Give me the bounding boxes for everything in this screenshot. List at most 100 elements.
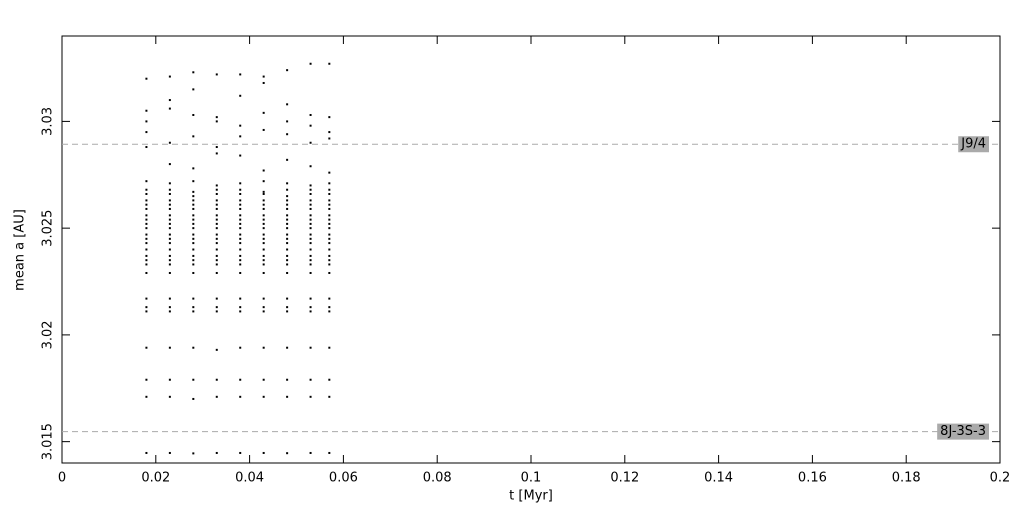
point <box>239 227 242 230</box>
point <box>286 133 289 136</box>
point <box>192 214 195 217</box>
point <box>328 233 331 236</box>
point <box>309 233 312 236</box>
point <box>239 306 242 309</box>
point <box>328 395 331 398</box>
point <box>192 195 195 198</box>
point <box>145 146 148 149</box>
point <box>192 167 195 170</box>
x-tick-label: 0.04 <box>235 471 264 486</box>
point <box>309 141 312 144</box>
point <box>328 346 331 349</box>
point <box>309 248 312 251</box>
point <box>309 218 312 221</box>
point <box>262 192 265 195</box>
point <box>168 233 171 236</box>
point <box>309 237 312 240</box>
point <box>309 378 312 381</box>
point <box>328 222 331 225</box>
point <box>192 135 195 138</box>
point <box>239 192 242 195</box>
point <box>145 378 148 381</box>
y-tick-label: 3.015 <box>41 423 56 460</box>
point <box>262 259 265 262</box>
point <box>328 203 331 206</box>
point <box>168 395 171 398</box>
point <box>286 69 289 72</box>
point <box>286 263 289 266</box>
point <box>168 237 171 240</box>
point <box>192 237 195 240</box>
point <box>215 203 218 206</box>
point <box>286 182 289 185</box>
point <box>309 254 312 257</box>
point <box>215 218 218 221</box>
point <box>262 242 265 245</box>
point <box>309 227 312 230</box>
point <box>239 271 242 274</box>
point <box>192 346 195 349</box>
point <box>286 199 289 202</box>
point <box>145 214 148 217</box>
point <box>145 77 148 80</box>
x-tick-label: 0.18 <box>892 471 921 486</box>
point <box>192 452 195 455</box>
point <box>145 237 148 240</box>
point <box>239 188 242 191</box>
point <box>215 248 218 251</box>
point <box>309 271 312 274</box>
point <box>262 395 265 398</box>
point <box>168 107 171 110</box>
x-axis-label: t [Myr] <box>509 489 553 504</box>
point <box>192 248 195 251</box>
point <box>239 310 242 313</box>
point <box>215 116 218 119</box>
point <box>145 263 148 266</box>
point <box>328 254 331 257</box>
y-tick-label: 3.02 <box>41 320 56 349</box>
point <box>145 227 148 230</box>
reference-label-box <box>937 423 989 440</box>
point <box>239 254 242 257</box>
point <box>262 111 265 114</box>
point <box>286 214 289 217</box>
point <box>239 94 242 97</box>
point <box>145 233 148 236</box>
point <box>262 233 265 236</box>
point <box>145 310 148 313</box>
point <box>239 218 242 221</box>
point <box>192 271 195 274</box>
point <box>168 227 171 230</box>
point <box>328 182 331 185</box>
point <box>215 146 218 149</box>
point <box>309 124 312 127</box>
y-tick-label: 3.025 <box>41 210 56 247</box>
point <box>192 397 195 400</box>
point <box>309 346 312 349</box>
point <box>239 222 242 225</box>
point <box>192 233 195 236</box>
point <box>309 297 312 300</box>
point <box>215 73 218 76</box>
point <box>286 242 289 245</box>
point <box>262 190 265 193</box>
point <box>262 199 265 202</box>
point <box>328 306 331 309</box>
point <box>309 395 312 398</box>
point <box>309 184 312 187</box>
point <box>145 120 148 123</box>
point <box>262 248 265 251</box>
point <box>168 254 171 257</box>
x-tick-label: 0.06 <box>329 471 358 486</box>
point <box>309 62 312 65</box>
point <box>168 222 171 225</box>
point <box>286 203 289 206</box>
point <box>192 207 195 210</box>
point <box>168 259 171 262</box>
point <box>145 297 148 300</box>
point <box>239 297 242 300</box>
point <box>262 451 265 454</box>
point <box>328 263 331 266</box>
point <box>286 233 289 236</box>
